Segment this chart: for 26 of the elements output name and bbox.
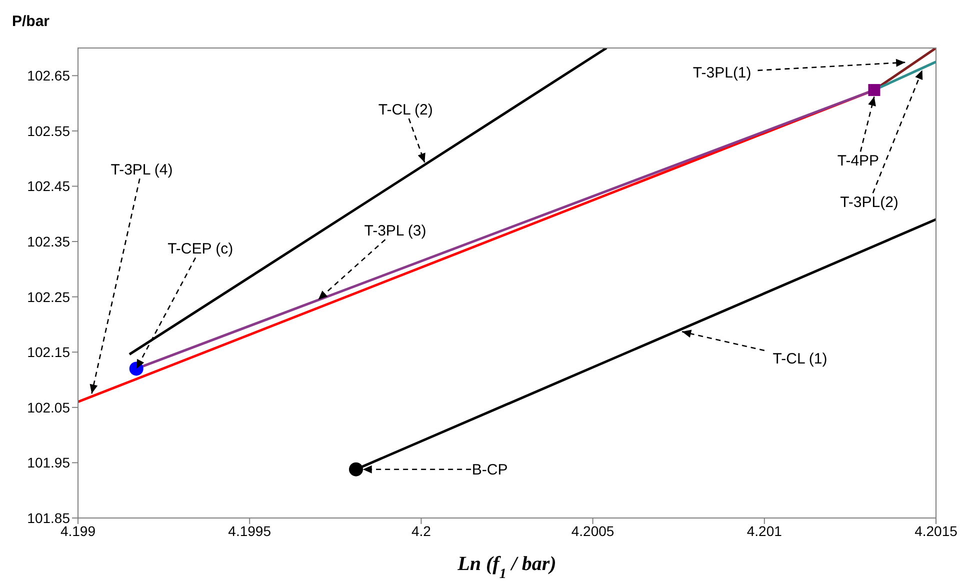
annotation: T-3PL (4)	[110, 162, 173, 179]
x-tick-label: 4.2	[411, 522, 432, 539]
point	[868, 84, 880, 96]
y-tick-label: 102.35	[27, 234, 70, 250]
y-tick-label: 101.95	[27, 454, 70, 471]
annotation: T-3PL(2)	[840, 194, 898, 212]
y-tick-label: 102.05	[27, 399, 70, 416]
annotation: T-3PL(1)	[692, 64, 752, 82]
annotation: B-CP	[472, 461, 508, 478]
y-tick-label: 102.45	[27, 178, 70, 194]
annotation: T-CL (2)	[378, 101, 433, 118]
x-axis-title: Ln (f$_{1}$ / bar)	[456, 553, 556, 582]
y-tick-label: 102.15	[27, 344, 70, 360]
x-tick-label: 4.2015	[914, 522, 958, 539]
y-tick-label: 102.25	[27, 288, 70, 305]
point	[348, 462, 363, 476]
y-tick-label: 102.65	[27, 68, 70, 84]
x-tick-label: 4.2005	[571, 522, 614, 539]
annotation: T-4PP	[837, 152, 880, 170]
annotation: T-3PL (3)	[364, 222, 426, 240]
x-tick-label: 4.201	[746, 522, 782, 539]
x-tick-label: 4.1995	[228, 522, 272, 539]
annotation: T-CL (1)	[772, 350, 828, 368]
annotation: T-CEP (c)	[168, 240, 234, 258]
y-tick-label: 102.55	[27, 122, 70, 139]
y-axis-title: P/bar	[12, 13, 50, 30]
